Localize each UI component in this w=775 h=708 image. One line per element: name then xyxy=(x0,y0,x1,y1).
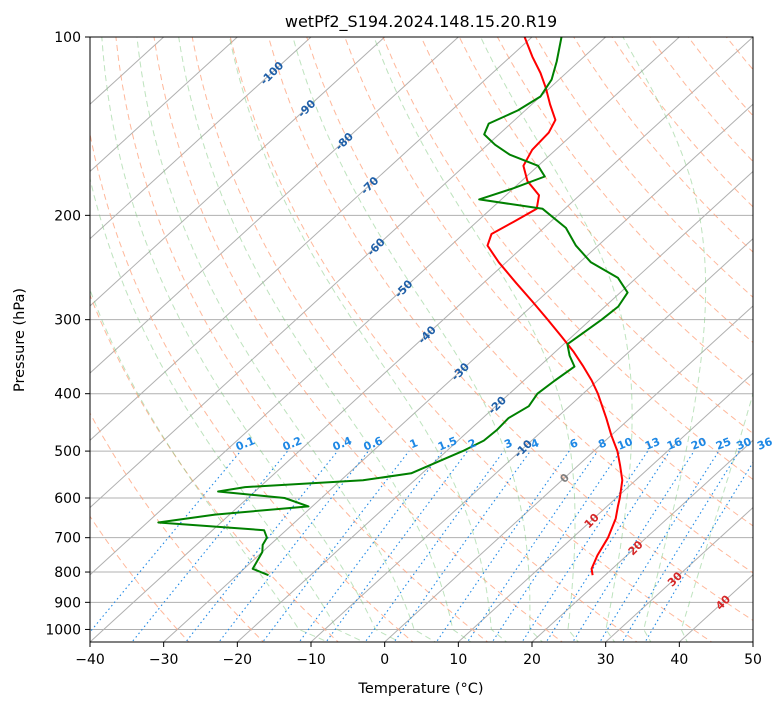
dry-adiabat xyxy=(153,37,564,642)
mixing-ratio-line xyxy=(621,450,740,642)
isotherm-gridline xyxy=(90,37,607,509)
mixing-ratio-label: 8 xyxy=(596,436,608,451)
dewpoint-profile-line xyxy=(157,37,629,577)
mixing-ratio-label: 10 xyxy=(616,435,635,453)
plot-frame xyxy=(89,36,754,643)
y-tick-label: 800 xyxy=(54,565,81,581)
isotherm-gridline xyxy=(531,439,753,642)
isotherm-gridline xyxy=(384,305,753,642)
mixing-ratio-line xyxy=(218,450,369,642)
moist-adiabat xyxy=(136,37,437,642)
y-tick-label: 400 xyxy=(54,387,81,403)
mixing-ratio-lines xyxy=(90,450,753,642)
x-tick-label: 10 xyxy=(449,652,467,668)
x-axis: −40 −30 −20 −10 0 10 20 30 40 50 xyxy=(75,642,762,668)
dry-adiabat xyxy=(344,37,753,527)
mixing-ratio-line xyxy=(466,450,599,642)
dry-adiabat xyxy=(306,37,753,574)
mixing-ratio-label: 1 xyxy=(408,436,420,451)
mixing-ratio-line xyxy=(262,450,410,642)
mixing-ratio-line xyxy=(185,450,339,642)
mixing-ratio-label: 25 xyxy=(714,435,733,453)
isotherm-gridline xyxy=(90,37,680,576)
x-tick-label: 20 xyxy=(523,652,541,668)
isotherm-gridline xyxy=(90,37,312,240)
x-tick-label: 30 xyxy=(597,652,615,668)
moist-adiabat xyxy=(229,37,508,642)
isotherm-gridline xyxy=(236,170,753,642)
y-axis: 100 200 300 400 500 600 700 800 900 1000 xyxy=(45,30,90,638)
y-axis-label: Pressure (hPa) xyxy=(12,288,28,392)
x-tick-label: 50 xyxy=(744,652,762,668)
dry-adiabat xyxy=(90,412,265,642)
mixing-ratio-line xyxy=(325,450,468,642)
temperature-profile-line xyxy=(486,37,624,576)
mixing-ratio-label: 16 xyxy=(665,435,684,453)
mixing-ratio-line xyxy=(491,450,621,642)
moist-adiabat xyxy=(622,37,707,642)
mixing-ratio-line xyxy=(545,450,671,642)
isotherm-gridline xyxy=(163,103,753,642)
mixing-ratio-label: 36 xyxy=(755,435,774,453)
y-tick-label: 300 xyxy=(54,313,81,329)
x-tick-label: 40 xyxy=(670,652,688,668)
mixing-ratio-label: 30 xyxy=(734,435,753,453)
y-tick-label: 700 xyxy=(54,531,81,547)
isotherm-gridline xyxy=(90,37,753,642)
moist-adiabat xyxy=(292,37,544,642)
mixing-ratio-label: 3 xyxy=(502,436,514,451)
y-tick-label: 600 xyxy=(54,491,81,507)
dry-adiabat xyxy=(229,37,713,642)
moist-adiabat xyxy=(101,37,401,642)
y-tick-label: 500 xyxy=(54,444,81,460)
y-tick-label: 200 xyxy=(54,208,81,224)
dry-adiabat xyxy=(191,37,638,642)
x-tick-label: −20 xyxy=(223,652,253,668)
dry-adiabat xyxy=(90,131,414,642)
moist-adiabat xyxy=(480,37,633,642)
isotherm-gridline xyxy=(90,37,386,307)
isotherm-gridline xyxy=(457,372,753,642)
sounding-profiles xyxy=(157,37,629,577)
dry-adiabat xyxy=(458,37,753,389)
background-reference-lines xyxy=(90,37,753,642)
x-tick-label: −10 xyxy=(296,652,326,668)
isotherm-gridline xyxy=(90,37,238,173)
mixing-ratio-labels: 0.1 0.2 0.4 0.6 1 1.5 2 3 4 6 8 10 13 16 20 25 30 36 xyxy=(234,434,775,453)
dry-adiabat xyxy=(90,293,339,642)
dry-adiabat xyxy=(420,37,753,435)
x-tick-label: −40 xyxy=(75,652,105,668)
dry-adiabat xyxy=(115,37,489,642)
mixing-ratio-label: 13 xyxy=(643,435,662,453)
moist-adiabat xyxy=(90,176,365,642)
y-tick-label: 1000 xyxy=(45,622,81,638)
moist-adiabat xyxy=(90,288,330,642)
mixing-ratio-line xyxy=(572,450,695,642)
mixing-ratio-line xyxy=(644,461,753,642)
mixing-ratio-label: 2 xyxy=(466,436,478,451)
x-tick-label: −30 xyxy=(149,652,179,668)
moist-adiabat xyxy=(373,37,580,642)
x-axis-label: Temperature (°C) xyxy=(357,681,483,697)
mixing-ratio-line xyxy=(521,450,649,642)
dry-adiabat xyxy=(268,37,753,622)
grid-lines xyxy=(90,37,753,642)
mixing-ratio-line xyxy=(599,450,720,642)
mixing-ratio-line xyxy=(435,450,570,642)
x-tick-label: 0 xyxy=(380,652,389,668)
mixing-ratio-line xyxy=(90,450,242,633)
dry-adiabat xyxy=(496,37,753,344)
mixing-ratio-label: 20 xyxy=(689,435,708,453)
isotherm-gridline xyxy=(90,37,459,374)
chart-title: wetPf2_S194.2024.148.15.20.R19 xyxy=(285,12,557,32)
y-tick-label: 100 xyxy=(54,30,81,46)
y-tick-label: 900 xyxy=(54,595,81,611)
isotherm-gridline xyxy=(90,37,533,442)
dry-adiabat xyxy=(535,37,753,298)
dry-adiabat xyxy=(382,37,753,481)
isotherm-gridline xyxy=(605,506,753,642)
